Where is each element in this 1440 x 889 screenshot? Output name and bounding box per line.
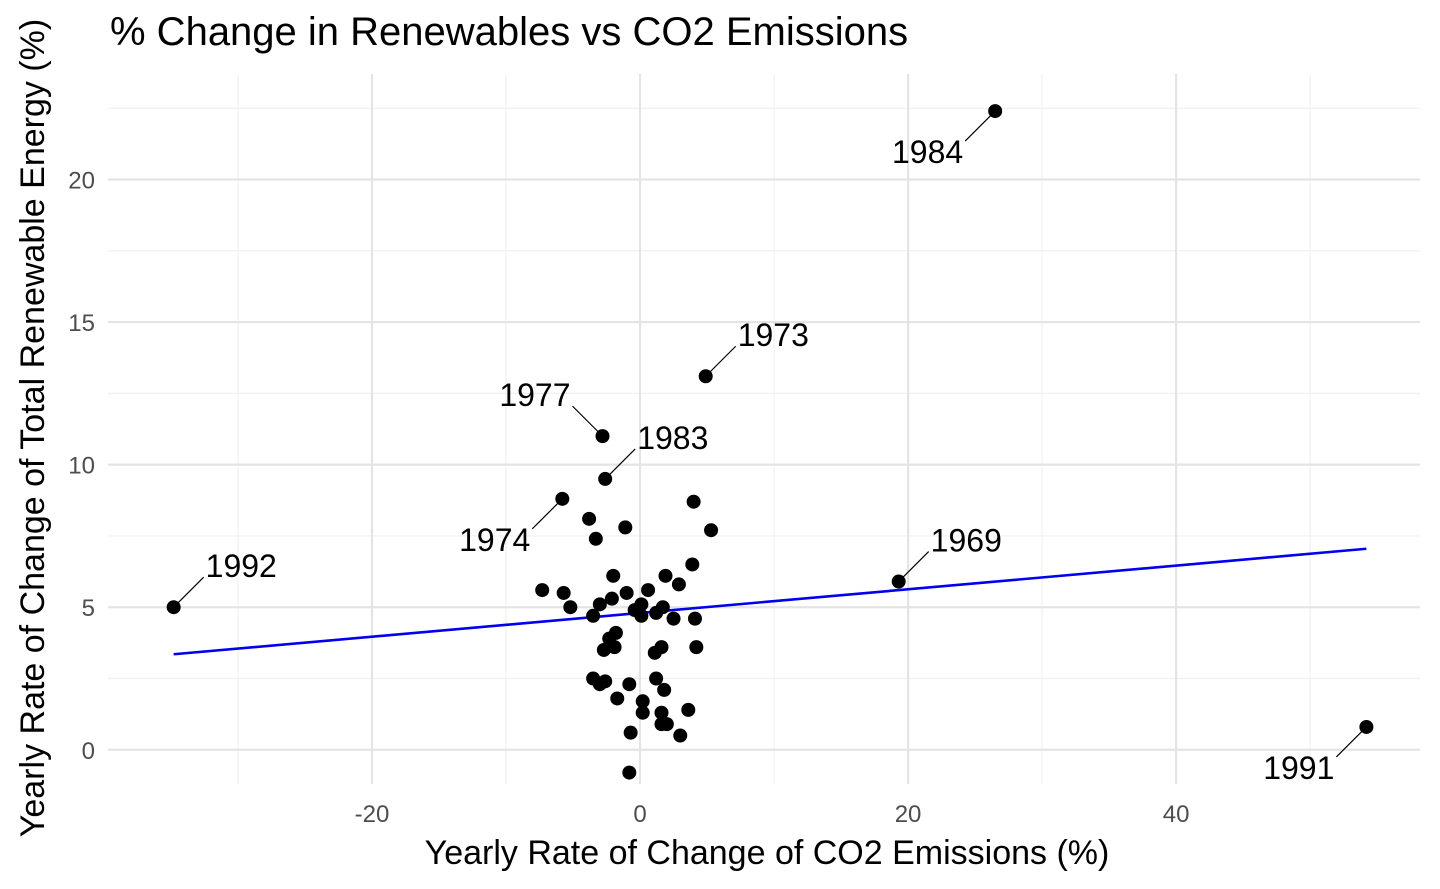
data-point	[649, 671, 664, 686]
data-point	[704, 523, 719, 538]
data-point	[686, 494, 701, 509]
data-point	[658, 568, 673, 583]
data-point	[556, 585, 571, 600]
data-point	[641, 583, 656, 598]
major-gridlines	[108, 74, 1420, 784]
point-label: 1992	[206, 548, 277, 584]
data-point	[563, 600, 578, 615]
x-tick-label: 20	[895, 801, 922, 828]
y-axis-title: Yearly Rate of Change of Total Renewable…	[14, 19, 52, 837]
data-point	[659, 717, 674, 732]
minor-gridlines	[108, 74, 1420, 784]
y-tick-label: 15	[68, 310, 95, 337]
data-point	[622, 765, 637, 780]
data-point	[582, 511, 597, 526]
point-labels: 1992 1984 1973 1977 1983 1974 1969 1991	[173, 110, 1367, 786]
x-tick-label: 0	[633, 801, 646, 828]
chart-title: % Change in Renewables vs CO2 Emissions	[110, 10, 909, 54]
label-leader-line	[572, 405, 603, 437]
data-point	[604, 591, 619, 606]
data-point	[673, 728, 688, 743]
data-point	[586, 608, 601, 623]
data-point	[619, 585, 634, 600]
data-point	[635, 705, 650, 720]
y-tick-label: 10	[68, 453, 95, 480]
point-label: 1974	[459, 522, 530, 558]
data-point	[622, 677, 637, 692]
label-leader-line	[898, 551, 930, 582]
x-tick-label: -20	[355, 801, 390, 828]
trend-line-layer	[173, 547, 1367, 656]
data-point	[618, 520, 633, 535]
label-leader-line	[705, 345, 737, 377]
data-point	[623, 725, 638, 740]
point-label: 1973	[738, 317, 809, 353]
label-leader-line	[173, 576, 205, 608]
label-leader-line	[1335, 726, 1367, 758]
data-point	[654, 705, 669, 720]
data-point	[535, 583, 550, 598]
data-point	[685, 557, 700, 572]
data-point	[596, 642, 611, 657]
x-tick-label: 40	[1163, 801, 1190, 828]
point-label: 1977	[499, 377, 570, 413]
trend-line	[173, 547, 1367, 656]
data-point	[687, 611, 702, 626]
label-leader-line	[964, 110, 996, 142]
data-point	[588, 531, 603, 546]
data-point	[689, 640, 704, 655]
data-point	[657, 682, 672, 697]
data-point	[647, 645, 662, 660]
y-tick-label: 0	[82, 738, 95, 765]
y-tick-label: 5	[82, 595, 95, 622]
data-point	[607, 640, 622, 655]
data-point	[592, 677, 607, 692]
y-tick-label: 20	[68, 168, 95, 195]
data-point	[666, 611, 681, 626]
data-point	[592, 597, 607, 612]
x-axis-ticks: -20 0 20 40	[355, 801, 1190, 828]
point-label: 1984	[892, 134, 963, 170]
data-point	[610, 691, 625, 706]
point-label: 1969	[931, 523, 1002, 559]
data-point	[671, 577, 686, 592]
data-point	[681, 702, 696, 717]
x-axis-title: Yearly Rate of Change of CO2 Emissions (…	[425, 834, 1110, 872]
label-leader-line	[604, 448, 636, 480]
data-point	[634, 608, 649, 623]
data-point	[606, 568, 621, 583]
y-axis-ticks: 0 5 10 15 20	[68, 168, 95, 765]
point-label: 1991	[1263, 750, 1334, 786]
label-leader-line	[531, 498, 563, 530]
data-point	[608, 625, 623, 640]
point-label: 1983	[637, 420, 708, 456]
data-point	[635, 694, 650, 709]
data-point	[649, 605, 664, 620]
